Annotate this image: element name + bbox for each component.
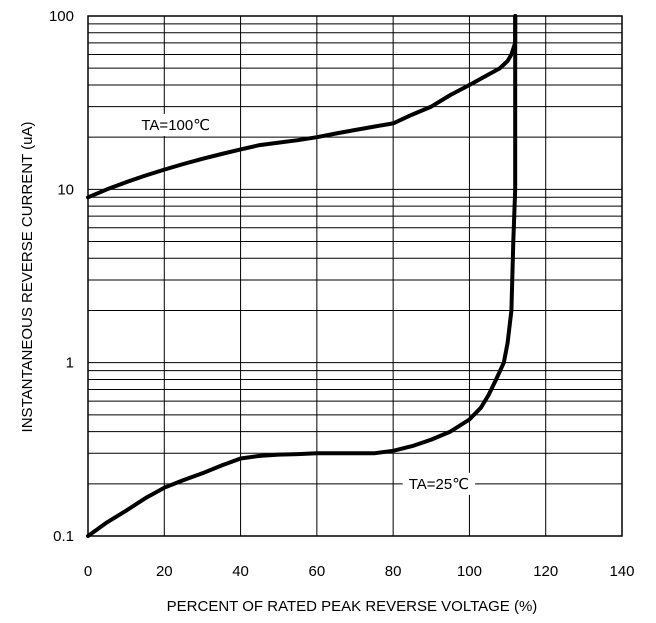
x-tick-label: 100 [457, 563, 482, 580]
y-tick-label: 0.1 [53, 528, 74, 545]
tick-labels: 0 20 40 60 80 100 120 140 0.1 1 10 100 [49, 8, 635, 580]
x-tick-label: 20 [156, 563, 173, 580]
grid [87, 15, 623, 537]
x-tick-label: 120 [533, 563, 558, 580]
plot-frame [87, 15, 623, 537]
x-tick-label: 40 [232, 563, 249, 580]
y-axis-title: INSTANTANEOUS REVERSE CURRENT (uA) [19, 122, 36, 433]
y-tick-label: 10 [57, 181, 74, 198]
series-line [86, 14, 518, 200]
series-label: TA=100℃ [141, 117, 210, 134]
series-label: TA=25℃ [409, 476, 469, 493]
series-label-bg [402, 472, 476, 495]
series-labels: TA=100℃ TA=25℃ [135, 114, 476, 495]
y-tick-label: 1 [66, 355, 74, 372]
x-tick-label: 80 [385, 563, 402, 580]
x-tick-label: 140 [609, 563, 634, 580]
x-tick-label: 0 [84, 563, 92, 580]
y-tick-label: 100 [49, 8, 74, 25]
series-lines [86, 14, 518, 538]
x-tick-label: 60 [309, 563, 326, 580]
series-line [86, 14, 518, 538]
series-label-bg [135, 114, 217, 137]
x-axis-title: PERCENT OF RATED PEAK REVERSE VOLTAGE (%… [167, 598, 538, 615]
